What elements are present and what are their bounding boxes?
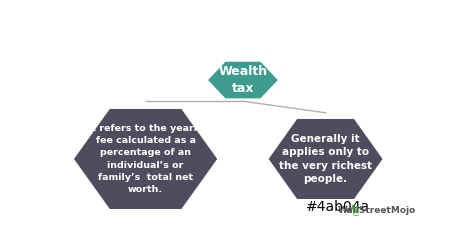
Polygon shape bbox=[208, 62, 278, 98]
Polygon shape bbox=[74, 109, 217, 209]
Text: Wealth
tax: Wealth tax bbox=[219, 65, 267, 95]
Text: WallStreetMojo: WallStreetMojo bbox=[337, 206, 416, 215]
Text: It refers to the yearly
fee calculated as a
percentage of an
individual’s or
fam: It refers to the yearly fee calculated a… bbox=[88, 124, 203, 194]
Text: ⯈: ⯈ bbox=[352, 205, 358, 215]
Polygon shape bbox=[269, 119, 383, 199]
Text: Generally it
applies only to
the very richest
people.: Generally it applies only to the very ri… bbox=[279, 134, 372, 184]
Text: #4ab04a: #4ab04a bbox=[306, 200, 371, 214]
